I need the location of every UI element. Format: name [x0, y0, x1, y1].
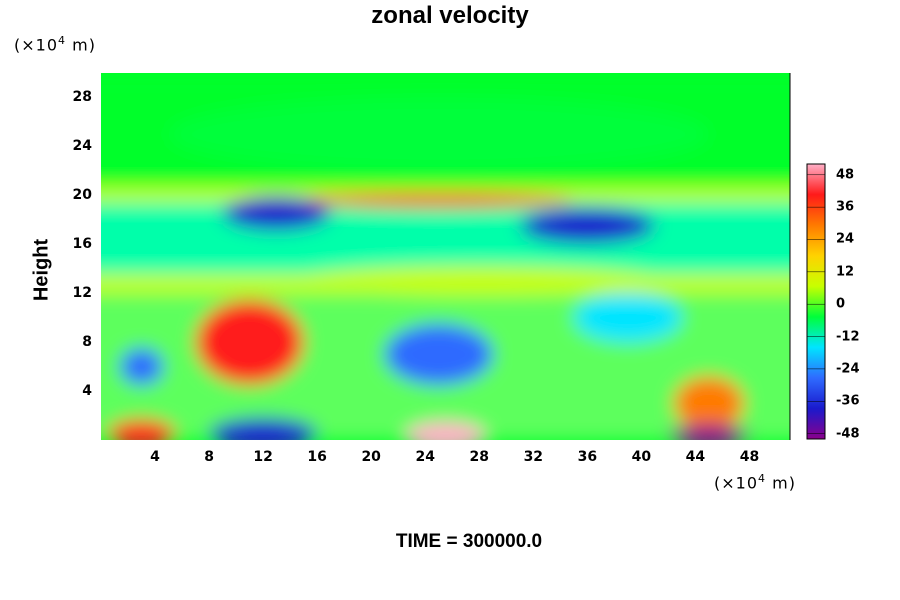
- time-footer: TIME = 300000.0: [395, 531, 543, 552]
- x-tick-label: 8: [204, 449, 214, 465]
- y-tick-label: 16: [72, 236, 92, 253]
- colorbar-tick-label: 0: [836, 296, 846, 312]
- x-tick-label: 16: [307, 449, 327, 465]
- field-feature-2: [404, 421, 487, 440]
- x-tick-label: 40: [631, 449, 652, 465]
- x-tick-label: 24: [415, 449, 435, 465]
- colorbar-tick-label: 12: [836, 264, 855, 280]
- y-axis-unit: (×104 m): [14, 34, 96, 55]
- field-feature-6: [519, 207, 655, 245]
- field-feature-7: [209, 417, 318, 440]
- y-tick-label: 24: [72, 138, 92, 155]
- field-band-2: [101, 201, 790, 275]
- x-tick-label: 28: [469, 449, 490, 465]
- field-feature-11: [573, 293, 682, 343]
- field-feature-9: [119, 348, 164, 385]
- field-feature-0: [303, 193, 574, 207]
- x-tick-label: 48: [739, 449, 760, 465]
- colorbar-tick-label: 24: [836, 231, 855, 247]
- field-feature-3: [107, 419, 176, 440]
- x-tick-label: 36: [577, 449, 598, 465]
- x-tick-label: 4: [150, 449, 160, 465]
- x-tick-label: 44: [685, 449, 706, 465]
- field-feature-12: [168, 97, 709, 171]
- field-feature-8: [668, 424, 750, 440]
- x-axis-unit: (×104 m): [714, 472, 796, 493]
- colorbar-tick-label: -36: [836, 393, 860, 409]
- colorbar-tick-label: -48: [836, 426, 860, 442]
- x-tick-label: 20: [361, 449, 381, 465]
- field-feature-10: [384, 323, 493, 385]
- colorbar-tick-label: -12: [836, 329, 860, 345]
- field-feature-4: [673, 376, 745, 431]
- plot-area: [101, 73, 790, 440]
- y-tick-label: 20: [72, 187, 92, 204]
- x-tick-label: 12: [253, 449, 273, 465]
- field-feature-5: [222, 196, 331, 231]
- chart-title: zonal velocity: [371, 2, 529, 29]
- x-tick-label: 32: [523, 449, 544, 465]
- colorbar-tick-label: 36: [836, 199, 855, 215]
- y-tick-label: 8: [82, 334, 92, 351]
- y-tick-label: 28: [72, 89, 92, 106]
- y-tick-label: 12: [72, 285, 92, 302]
- field-feature-13: [290, 266, 669, 296]
- y-tick-label: 4: [82, 383, 92, 400]
- field-feature-1: [195, 299, 304, 385]
- colorbar-tick-label: -24: [836, 361, 860, 377]
- colorbar: [806, 163, 826, 440]
- colorbar-tick-label: 48: [836, 167, 855, 183]
